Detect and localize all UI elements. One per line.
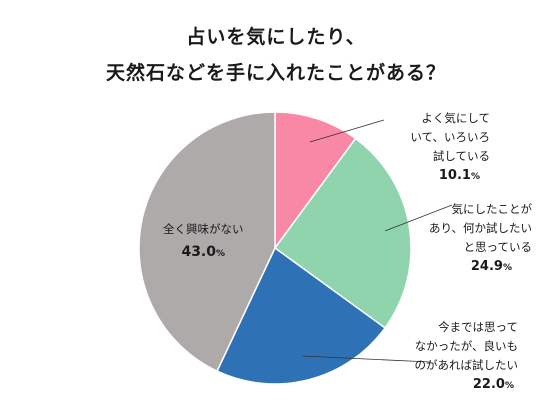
slice-label-1-line-3: と思っている (463, 240, 532, 254)
slice-value-2-number: 22.0 (472, 377, 505, 392)
slice-label-2-line-1: 今までは思って (438, 320, 518, 334)
slice-value-3-number: 43.0 (181, 244, 216, 260)
leader-line-1 (385, 204, 453, 232)
slice-label-0-line-1: よく気にして (421, 111, 490, 125)
slice-value-0-unit: % (470, 172, 480, 182)
slice-label-2-line-2: なかったが、良いも (414, 339, 518, 353)
pie-slice-3 (138, 111, 276, 373)
slice-value-0-number: 10.1 (438, 168, 471, 183)
slice-label-1-line-1: 気にしたことが (451, 202, 533, 216)
slice-label-0-line-3: 試している (432, 149, 490, 163)
slice-value-3-unit: % (216, 249, 226, 259)
chart-title-line-1: 占いを気にしたり、 (186, 26, 366, 48)
slice-label-0: よく気にして いて、いろいろ 試している 10.1% (410, 109, 490, 187)
slice-value-3: 43.0% (163, 243, 244, 264)
slice-label-1: 気にしたことが あり、何か試したい と思っている 24.9% (429, 200, 532, 278)
leader-line-2 (302, 355, 431, 363)
slice-value-1-number: 24.9 (470, 259, 503, 274)
slice-value-2: 22.0% (415, 375, 514, 396)
slice-label-2: 今までは思って なかったが、良いも のがあれば試したい 22.0% (415, 318, 519, 396)
slice-label-3: 全く興味がない 43.0% (163, 220, 244, 264)
slice-value-1: 24.9% (429, 257, 512, 278)
slice-label-1-line-2: あり、何か試したい (428, 221, 532, 235)
pie-slice-0 (274, 111, 357, 251)
slice-value-2-unit: % (504, 381, 514, 391)
chart-title-line-2: 天然石などを手に入れたことがある？ (105, 62, 446, 84)
leader-line-0 (309, 119, 385, 143)
pie-slice-1 (273, 137, 412, 329)
slice-value-1-unit: % (502, 263, 512, 273)
slice-label-2-line-3: のがあれば試したい (414, 358, 519, 372)
slice-label-0-line-2: いて、いろいろ (410, 130, 490, 144)
slice-value-0: 10.1% (410, 166, 480, 187)
slice-label-3-line-1: 全く興味がない (163, 222, 244, 236)
